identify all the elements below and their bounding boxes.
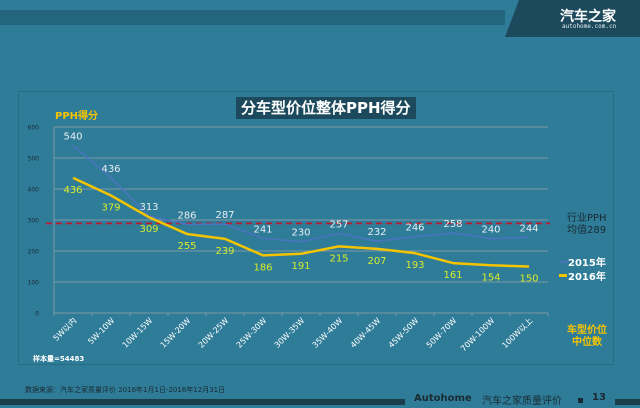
sample-size: 样本量=54483 (33, 355, 85, 363)
x-tick-label: 30W-35W (273, 316, 307, 350)
x-tick-label: 5W-10W (86, 316, 116, 346)
logo-domain: autohome.com.cn (562, 23, 617, 30)
data-label: 246 (405, 223, 424, 234)
data-label: 215 (329, 253, 348, 264)
gridlines (54, 126, 548, 283)
data-label: 258 (443, 219, 462, 230)
x-tick-label: 20W-25W (197, 316, 231, 350)
x-tick-label: 100W以上 (500, 316, 534, 350)
header-band (0, 10, 505, 25)
footer-bar-right (615, 399, 640, 405)
data-label: 230 (291, 228, 310, 239)
series-line-2016年 (72, 176, 530, 268)
data-label: 240 (481, 225, 500, 236)
x-tick-label: 5W以内 (51, 315, 79, 343)
y-tick-labels: 0 100 200 300 400 500 600 (28, 125, 40, 318)
data-label: 540 (63, 132, 82, 143)
x-axis-label-line-1: 车型价位 (567, 325, 607, 336)
data-label: 232 (367, 227, 386, 238)
data-label: 313 (139, 202, 158, 213)
data-label: 193 (405, 260, 424, 271)
data-label: 241 (253, 224, 272, 235)
data-label: 257 (329, 219, 348, 230)
y-tick-label: 600 (28, 125, 40, 132)
x-axis-label-line-2: 中位数 (572, 337, 602, 348)
axes (53, 127, 549, 316)
series-lines (72, 145, 530, 268)
legend-item-2016: 2016年 (559, 268, 606, 283)
x-tick-label: 45W-50W (387, 316, 421, 350)
legend-label-2016: 2016年 (568, 272, 606, 283)
data-label: 191 (291, 261, 310, 272)
reference-line-label-line-1: 行业PPH (567, 213, 607, 224)
y-tick-label: 300 (28, 218, 40, 225)
data-label: 239 (215, 246, 234, 257)
reference-line-label-line-2: 均值289 (567, 225, 607, 236)
x-tick-label: 70W-100W (459, 316, 496, 353)
data-label: 186 (253, 262, 272, 273)
data-label: 161 (443, 270, 462, 281)
data-label: 150 (519, 274, 538, 285)
x-tick-label: 40W-45W (349, 316, 383, 350)
y-tick-label: 500 (28, 156, 40, 163)
y-tick-label: 0 (35, 311, 39, 318)
y-axis-label: PPH得分 (55, 111, 99, 122)
footer-square-icon (578, 398, 583, 403)
x-tick-label: 35W-40W (311, 316, 345, 350)
data-source: 数据来源：汽车之家质量评价 2016年1月1日-2016年12月31日 (25, 386, 226, 394)
legend-swatch-2016 (559, 274, 567, 277)
legend-label-2015: 2015年 (568, 258, 606, 269)
y-tick-label: 200 (28, 249, 40, 256)
data-label: 255 (177, 241, 196, 252)
x-tick-label: 15W-20W (159, 316, 193, 350)
x-tick-label: 25W-30W (235, 316, 269, 350)
data-label: 287 (215, 210, 234, 221)
y-tick-label: 100 (28, 280, 40, 287)
footer-subtitle: 汽车之家质量评价 (482, 396, 562, 407)
footer-brand: Autohome (414, 393, 472, 404)
data-label: 379 (101, 203, 120, 214)
data-label: 207 (367, 256, 386, 267)
legend-item-2015: 2015年 (559, 254, 606, 269)
data-label: 436 (101, 164, 120, 175)
logo-background (505, 0, 640, 37)
logo-text: 汽车之家 (560, 9, 616, 25)
x-tick-label: 50W-70W (425, 316, 459, 350)
x-axis-label: 车型价位 中位数 (561, 325, 613, 349)
data-label: 244 (519, 223, 538, 234)
chart-panel (18, 91, 614, 365)
reference-line-label: 行业PPH 均值289 (567, 213, 607, 237)
data-label: 436 (63, 185, 82, 196)
x-tick-labels: 5W以内 5W-10W 10W-15W 15W-20W 20W-25W 25W-30W 30… (51, 315, 535, 353)
page-number: 13 (592, 392, 606, 403)
x-tick-label: 10W-15W (121, 316, 155, 350)
y-tick-label: 400 (28, 187, 40, 194)
data-label: 154 (481, 272, 500, 283)
legend-swatch-2015 (559, 260, 567, 263)
data-label: 286 (177, 210, 196, 221)
footer-bar-left (0, 399, 405, 405)
data-label: 309 (139, 224, 158, 235)
chart-title: 分车型价位整体PPH得分 (236, 97, 416, 119)
data-labels: 540 436 313 286 287 241 230 257 232 246 258 240 244 4… (63, 132, 538, 285)
